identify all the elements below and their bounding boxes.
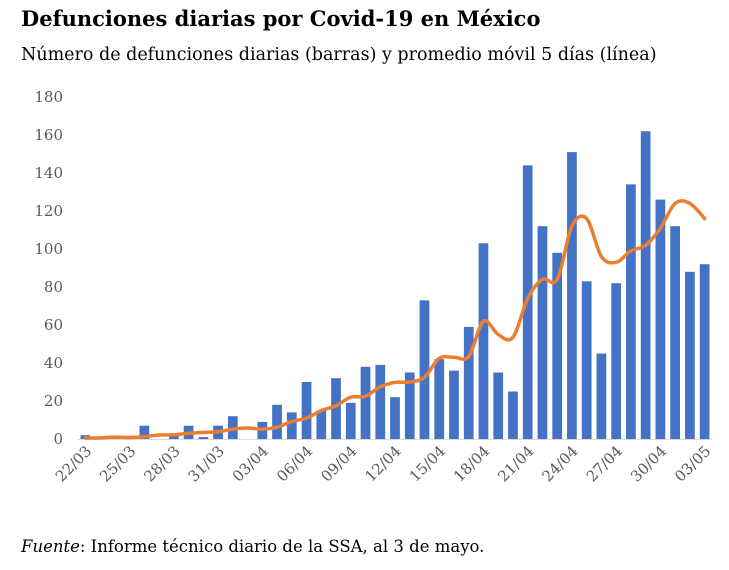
x-tick-label: 22/03 — [52, 442, 95, 485]
bar — [655, 199, 666, 439]
x-tick-label: 12/04 — [362, 442, 405, 485]
bar — [316, 410, 327, 439]
x-tick-label: 30/04 — [627, 442, 670, 485]
x-tick-label: 09/04 — [317, 442, 360, 485]
chart-area: 0 20 40 60 80 100 120 140 160 180 22/03 25/03 28/03… — [34, 88, 714, 485]
bar — [640, 131, 651, 439]
y-tick-label: 100 — [34, 240, 63, 258]
x-tick-label: 03/05 — [671, 442, 714, 485]
bar — [567, 152, 577, 439]
chart-title: Defunciones diarias por Covid-19 en Méxi… — [21, 6, 541, 31]
bar — [508, 391, 518, 439]
x-tick-label: 15/04 — [406, 442, 449, 485]
bar — [699, 264, 710, 439]
x-tick-label: 18/04 — [450, 442, 493, 485]
bar — [375, 364, 386, 439]
bar — [419, 300, 430, 439]
bar — [272, 404, 282, 439]
bar — [537, 226, 548, 439]
x-tick-label: 06/04 — [273, 442, 316, 485]
x-tick-label: 25/03 — [96, 442, 139, 485]
x-tick-label: 03/04 — [229, 442, 272, 485]
bar — [331, 378, 341, 439]
bar — [611, 283, 622, 439]
x-tick-label: 28/03 — [140, 442, 183, 485]
bar — [493, 372, 504, 439]
source-label: Fuente — [21, 537, 80, 556]
y-tick-label: 140 — [34, 164, 63, 182]
bar — [286, 412, 297, 439]
bar — [434, 359, 445, 439]
moving-average-line — [83, 199, 707, 440]
bar — [139, 425, 150, 439]
bar — [360, 366, 371, 439]
bar — [345, 402, 356, 439]
y-tick-label: 20 — [44, 392, 63, 410]
chart-subtitle: Número de defunciones diarias (barras) y… — [21, 45, 657, 65]
bar — [449, 370, 459, 439]
y-tick-label: 160 — [34, 126, 63, 144]
y-tick-label: 0 — [53, 430, 63, 448]
bar — [168, 435, 179, 439]
bar — [685, 271, 695, 439]
bar — [404, 372, 415, 439]
source-text: : Informe técnico diario de la SSA, al 3… — [79, 537, 485, 556]
bar — [478, 243, 489, 439]
bar — [301, 382, 312, 439]
bar — [626, 184, 636, 439]
bar — [198, 437, 209, 439]
source-note: Fuente: Informe técnico diario de la SSA… — [21, 537, 484, 556]
x-tick-label: 27/04 — [583, 442, 626, 485]
bar — [596, 353, 607, 439]
bar — [463, 326, 474, 439]
x-tick-label: 31/03 — [185, 442, 228, 485]
bar — [390, 397, 400, 439]
y-tick-label: 80 — [44, 278, 63, 296]
bar — [670, 226, 680, 439]
y-tick-label: 180 — [34, 88, 63, 106]
y-tick-label: 40 — [44, 354, 63, 372]
bar — [552, 252, 563, 439]
bar — [581, 281, 592, 439]
x-tick-label: 24/04 — [538, 442, 581, 485]
y-tick-label: 120 — [34, 202, 63, 220]
x-tick-label: 21/04 — [494, 442, 537, 485]
y-tick-label: 60 — [44, 316, 63, 334]
